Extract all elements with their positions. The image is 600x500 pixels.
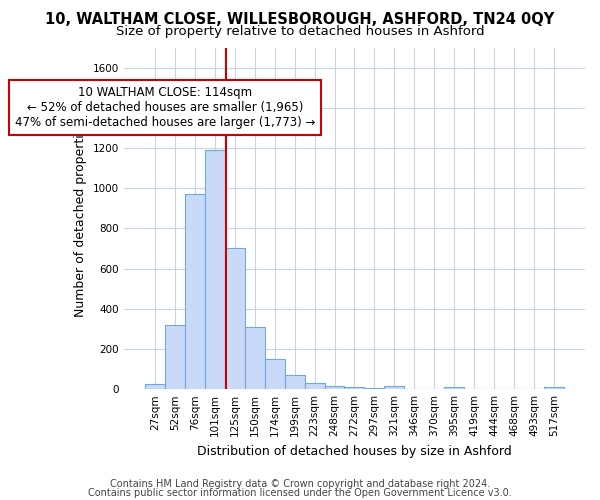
Bar <box>225 248 245 389</box>
Bar <box>265 359 284 389</box>
Text: Contains public sector information licensed under the Open Government Licence v3: Contains public sector information licen… <box>88 488 512 498</box>
Bar <box>364 388 385 389</box>
Bar <box>305 383 325 389</box>
Bar <box>444 387 464 389</box>
Bar <box>385 386 404 389</box>
Bar <box>205 150 225 389</box>
X-axis label: Distribution of detached houses by size in Ashford: Distribution of detached houses by size … <box>197 444 512 458</box>
Bar <box>344 387 364 389</box>
Bar <box>284 375 305 389</box>
Bar <box>245 327 265 389</box>
Bar <box>145 384 165 389</box>
Text: 10 WALTHAM CLOSE: 114sqm
← 52% of detached houses are smaller (1,965)
47% of sem: 10 WALTHAM CLOSE: 114sqm ← 52% of detach… <box>14 86 315 128</box>
Y-axis label: Number of detached properties: Number of detached properties <box>74 120 87 317</box>
Text: Contains HM Land Registry data © Crown copyright and database right 2024.: Contains HM Land Registry data © Crown c… <box>110 479 490 489</box>
Bar <box>325 386 344 389</box>
Bar <box>185 194 205 389</box>
Bar <box>165 325 185 389</box>
Text: Size of property relative to detached houses in Ashford: Size of property relative to detached ho… <box>116 25 484 38</box>
Bar <box>544 387 564 389</box>
Text: 10, WALTHAM CLOSE, WILLESBOROUGH, ASHFORD, TN24 0QY: 10, WALTHAM CLOSE, WILLESBOROUGH, ASHFOR… <box>46 12 554 28</box>
